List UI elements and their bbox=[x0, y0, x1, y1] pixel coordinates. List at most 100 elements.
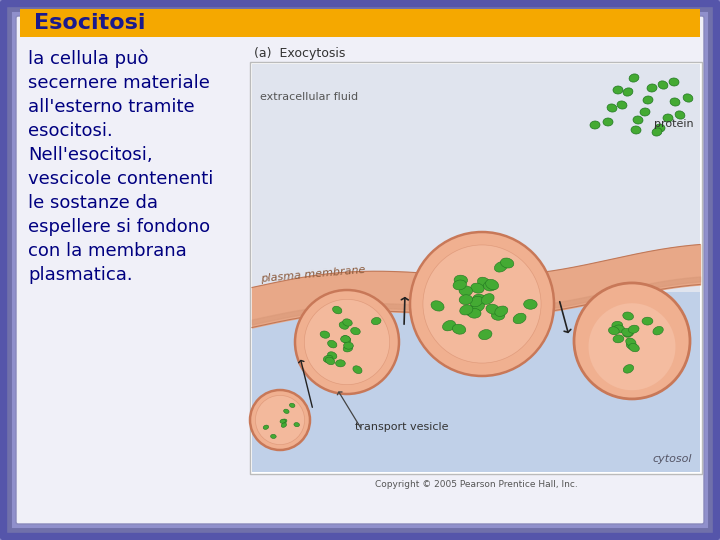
Text: Copyright © 2005 Pearson Prentice Hall, Inc.: Copyright © 2005 Pearson Prentice Hall, … bbox=[374, 480, 577, 489]
Ellipse shape bbox=[333, 306, 342, 314]
Ellipse shape bbox=[631, 126, 641, 134]
Text: (a)  Exocytosis: (a) Exocytosis bbox=[254, 47, 346, 60]
Ellipse shape bbox=[341, 336, 351, 343]
Ellipse shape bbox=[328, 340, 337, 348]
Text: vescicole contenenti: vescicole contenenti bbox=[28, 170, 213, 188]
Ellipse shape bbox=[513, 313, 526, 323]
Text: extracellular fluid: extracellular fluid bbox=[260, 92, 358, 102]
Ellipse shape bbox=[336, 360, 346, 367]
Ellipse shape bbox=[629, 325, 639, 333]
Ellipse shape bbox=[485, 279, 498, 290]
Ellipse shape bbox=[325, 357, 335, 364]
Text: con la membrana: con la membrana bbox=[28, 242, 186, 260]
Ellipse shape bbox=[624, 364, 634, 373]
Ellipse shape bbox=[590, 121, 600, 129]
Ellipse shape bbox=[280, 419, 286, 423]
Ellipse shape bbox=[500, 258, 514, 268]
Ellipse shape bbox=[477, 277, 490, 288]
Ellipse shape bbox=[614, 325, 625, 333]
Ellipse shape bbox=[623, 329, 634, 338]
Bar bbox=[20, 9, 700, 37]
Text: protein: protein bbox=[654, 119, 694, 129]
Ellipse shape bbox=[617, 101, 627, 109]
Bar bbox=[252, 293, 700, 472]
Circle shape bbox=[256, 395, 305, 444]
Ellipse shape bbox=[643, 96, 653, 104]
Text: le sostanze da: le sostanze da bbox=[28, 194, 158, 212]
Text: plasma membrane: plasma membrane bbox=[260, 265, 366, 285]
Ellipse shape bbox=[282, 419, 287, 423]
Circle shape bbox=[423, 245, 541, 363]
Ellipse shape bbox=[454, 275, 467, 285]
Ellipse shape bbox=[669, 78, 679, 86]
Circle shape bbox=[305, 299, 390, 384]
Ellipse shape bbox=[323, 355, 333, 362]
Ellipse shape bbox=[633, 116, 643, 124]
Ellipse shape bbox=[640, 108, 650, 116]
Circle shape bbox=[250, 390, 310, 450]
Ellipse shape bbox=[472, 301, 485, 312]
Ellipse shape bbox=[343, 319, 352, 326]
Ellipse shape bbox=[629, 343, 639, 352]
Ellipse shape bbox=[343, 342, 354, 349]
Ellipse shape bbox=[372, 318, 381, 325]
Ellipse shape bbox=[467, 308, 481, 318]
Bar bbox=[250, 62, 702, 474]
Ellipse shape bbox=[459, 286, 472, 296]
Ellipse shape bbox=[629, 74, 639, 82]
Ellipse shape bbox=[264, 425, 269, 429]
Ellipse shape bbox=[460, 305, 473, 315]
Ellipse shape bbox=[653, 326, 663, 335]
Ellipse shape bbox=[603, 118, 613, 126]
Ellipse shape bbox=[647, 84, 657, 92]
Ellipse shape bbox=[471, 283, 484, 293]
Text: Nell'esocitosi,: Nell'esocitosi, bbox=[28, 146, 153, 164]
Ellipse shape bbox=[486, 304, 500, 314]
Ellipse shape bbox=[652, 128, 662, 136]
Ellipse shape bbox=[351, 327, 360, 335]
Ellipse shape bbox=[343, 345, 353, 352]
Ellipse shape bbox=[320, 331, 330, 338]
Ellipse shape bbox=[453, 280, 467, 290]
Circle shape bbox=[574, 283, 690, 399]
Ellipse shape bbox=[482, 294, 494, 305]
Ellipse shape bbox=[626, 341, 636, 350]
Ellipse shape bbox=[464, 306, 478, 316]
Ellipse shape bbox=[670, 98, 680, 106]
Ellipse shape bbox=[479, 329, 492, 340]
Ellipse shape bbox=[282, 423, 287, 427]
Ellipse shape bbox=[284, 409, 289, 414]
Text: plasmatica.: plasmatica. bbox=[28, 266, 132, 284]
Ellipse shape bbox=[431, 301, 444, 311]
Ellipse shape bbox=[642, 317, 653, 325]
Text: espellere si fondono: espellere si fondono bbox=[28, 218, 210, 236]
Ellipse shape bbox=[623, 88, 633, 96]
Ellipse shape bbox=[663, 114, 673, 122]
Circle shape bbox=[295, 290, 399, 394]
FancyBboxPatch shape bbox=[16, 16, 704, 524]
Ellipse shape bbox=[613, 86, 623, 94]
Text: cytosol: cytosol bbox=[652, 454, 692, 464]
Ellipse shape bbox=[655, 124, 665, 132]
Ellipse shape bbox=[341, 336, 351, 343]
Bar bbox=[252, 64, 700, 293]
Ellipse shape bbox=[683, 94, 693, 102]
Ellipse shape bbox=[483, 281, 497, 291]
Text: la cellula può: la cellula può bbox=[28, 50, 148, 69]
Ellipse shape bbox=[495, 306, 508, 316]
Text: secernere materiale: secernere materiale bbox=[28, 74, 210, 92]
Ellipse shape bbox=[271, 434, 276, 438]
Ellipse shape bbox=[491, 310, 505, 320]
Ellipse shape bbox=[523, 300, 537, 309]
Ellipse shape bbox=[452, 324, 466, 334]
Ellipse shape bbox=[470, 296, 483, 307]
Circle shape bbox=[588, 303, 675, 390]
Ellipse shape bbox=[495, 261, 508, 272]
Ellipse shape bbox=[675, 111, 685, 119]
Ellipse shape bbox=[328, 352, 337, 359]
Ellipse shape bbox=[607, 104, 617, 112]
Ellipse shape bbox=[289, 403, 295, 408]
Ellipse shape bbox=[443, 320, 456, 331]
Ellipse shape bbox=[473, 294, 486, 304]
Ellipse shape bbox=[353, 366, 362, 374]
